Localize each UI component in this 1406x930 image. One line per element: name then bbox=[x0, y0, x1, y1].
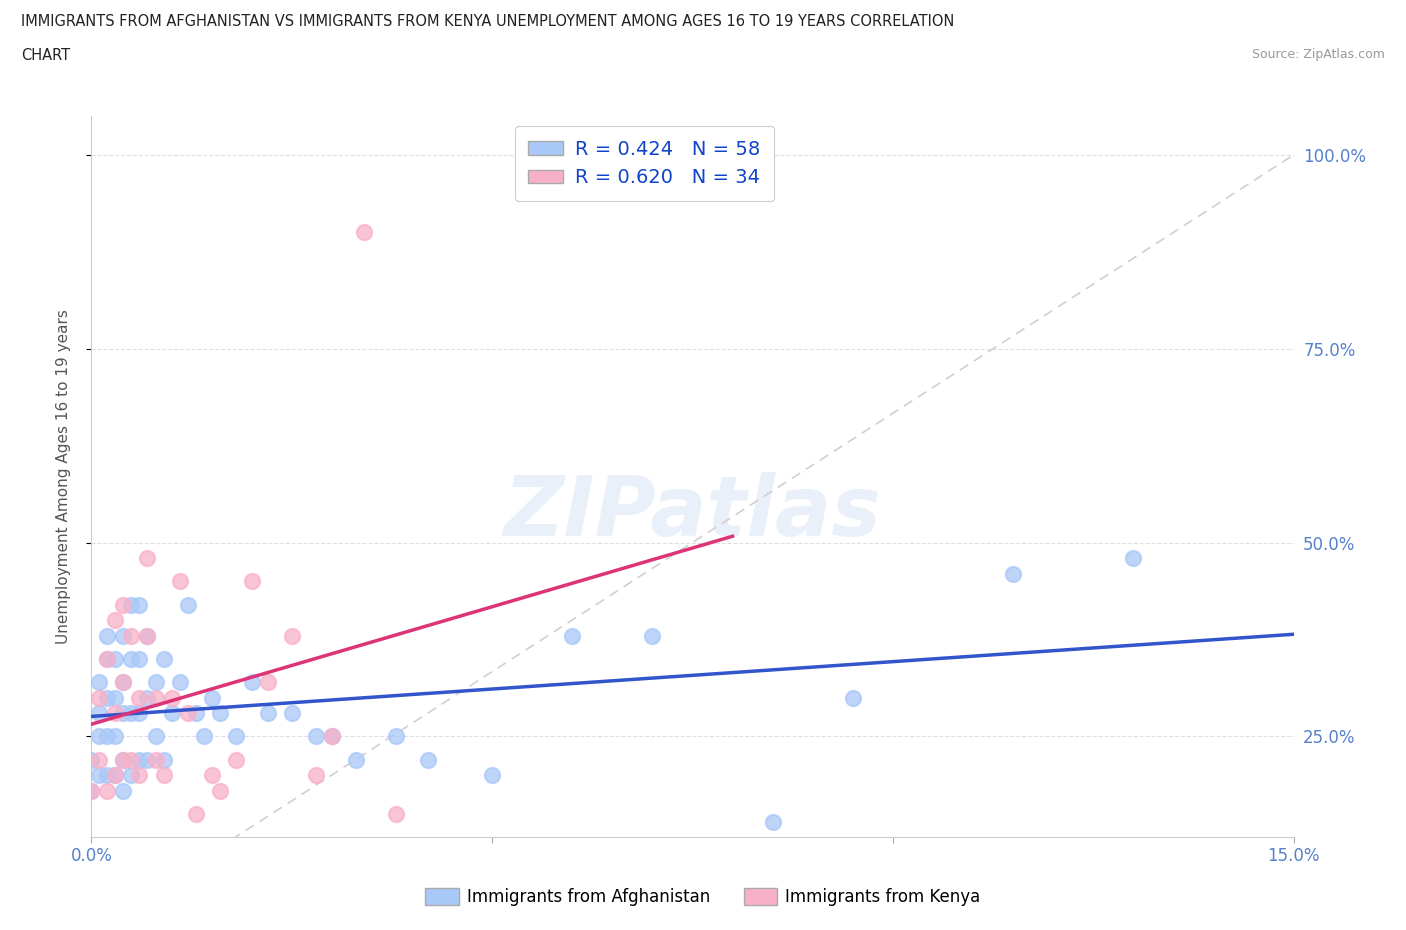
Point bbox=[112, 783, 135, 798]
Point bbox=[89, 767, 111, 782]
Point bbox=[96, 767, 118, 782]
Point bbox=[145, 729, 167, 744]
Legend: Immigrants from Afghanistan, Immigrants from Kenya: Immigrants from Afghanistan, Immigrants … bbox=[419, 881, 987, 912]
Point bbox=[305, 767, 328, 782]
Point bbox=[112, 674, 135, 689]
Point bbox=[240, 574, 263, 589]
Point bbox=[128, 767, 150, 782]
Point bbox=[104, 690, 127, 705]
Point bbox=[176, 706, 198, 721]
Point bbox=[128, 690, 150, 705]
Point bbox=[201, 767, 224, 782]
Point bbox=[112, 674, 135, 689]
Point bbox=[112, 628, 135, 643]
Point bbox=[104, 706, 127, 721]
Point bbox=[128, 706, 150, 721]
Point bbox=[89, 690, 111, 705]
Point bbox=[160, 690, 183, 705]
Point bbox=[96, 729, 118, 744]
Point bbox=[762, 814, 785, 829]
Point bbox=[121, 767, 143, 782]
Point bbox=[136, 690, 159, 705]
Point bbox=[104, 729, 127, 744]
Point bbox=[305, 729, 328, 744]
Point bbox=[184, 806, 207, 821]
Point bbox=[128, 752, 150, 767]
Point bbox=[240, 674, 263, 689]
Point bbox=[145, 752, 167, 767]
Point bbox=[96, 783, 118, 798]
Point bbox=[344, 752, 367, 767]
Point bbox=[89, 674, 111, 689]
Point bbox=[89, 752, 111, 767]
Point bbox=[641, 628, 664, 643]
Point bbox=[112, 706, 135, 721]
Point bbox=[201, 690, 224, 705]
Text: CHART: CHART bbox=[21, 48, 70, 63]
Point bbox=[281, 706, 304, 721]
Text: ZIPatlas: ZIPatlas bbox=[503, 472, 882, 553]
Point bbox=[136, 628, 159, 643]
Point bbox=[256, 706, 278, 721]
Point bbox=[256, 674, 278, 689]
Point bbox=[169, 674, 191, 689]
Point bbox=[152, 752, 174, 767]
Point bbox=[96, 628, 118, 643]
Point bbox=[136, 551, 159, 565]
Y-axis label: Unemployment Among Ages 16 to 19 years: Unemployment Among Ages 16 to 19 years bbox=[56, 309, 70, 644]
Point bbox=[152, 651, 174, 666]
Point bbox=[136, 752, 159, 767]
Point bbox=[121, 628, 143, 643]
Point bbox=[80, 752, 103, 767]
Point bbox=[136, 628, 159, 643]
Point bbox=[104, 767, 127, 782]
Point bbox=[225, 752, 247, 767]
Point bbox=[208, 783, 231, 798]
Point bbox=[121, 651, 143, 666]
Legend: R = 0.424   N = 58, R = 0.620   N = 34: R = 0.424 N = 58, R = 0.620 N = 34 bbox=[515, 126, 773, 201]
Text: IMMIGRANTS FROM AFGHANISTAN VS IMMIGRANTS FROM KENYA UNEMPLOYMENT AMONG AGES 16 : IMMIGRANTS FROM AFGHANISTAN VS IMMIGRANT… bbox=[21, 14, 955, 29]
Point bbox=[104, 613, 127, 628]
Point bbox=[112, 597, 135, 612]
Point bbox=[152, 767, 174, 782]
Point bbox=[121, 706, 143, 721]
Point bbox=[385, 806, 408, 821]
Point bbox=[561, 628, 583, 643]
Point bbox=[321, 729, 343, 744]
Point bbox=[1001, 566, 1024, 581]
Point bbox=[353, 225, 375, 240]
Point bbox=[281, 628, 304, 643]
Point bbox=[89, 729, 111, 744]
Point bbox=[96, 651, 118, 666]
Point bbox=[80, 783, 103, 798]
Point bbox=[176, 597, 198, 612]
Point bbox=[96, 690, 118, 705]
Point bbox=[481, 767, 503, 782]
Point bbox=[128, 651, 150, 666]
Point bbox=[89, 706, 111, 721]
Point bbox=[104, 651, 127, 666]
Point bbox=[96, 651, 118, 666]
Point bbox=[145, 674, 167, 689]
Text: Source: ZipAtlas.com: Source: ZipAtlas.com bbox=[1251, 48, 1385, 61]
Point bbox=[112, 752, 135, 767]
Point bbox=[80, 783, 103, 798]
Point bbox=[121, 752, 143, 767]
Point bbox=[193, 729, 215, 744]
Point bbox=[225, 729, 247, 744]
Point bbox=[169, 574, 191, 589]
Point bbox=[160, 706, 183, 721]
Point bbox=[416, 752, 439, 767]
Point bbox=[184, 706, 207, 721]
Point bbox=[841, 690, 863, 705]
Point bbox=[208, 706, 231, 721]
Point bbox=[104, 767, 127, 782]
Point bbox=[128, 597, 150, 612]
Point bbox=[321, 729, 343, 744]
Point bbox=[1122, 551, 1144, 565]
Point bbox=[121, 597, 143, 612]
Point bbox=[385, 729, 408, 744]
Point bbox=[145, 690, 167, 705]
Point bbox=[112, 752, 135, 767]
